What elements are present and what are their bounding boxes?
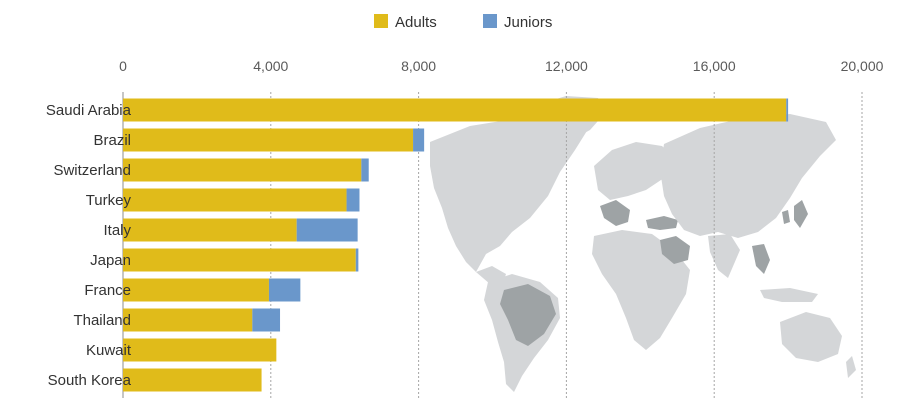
category-label: Japan [90,252,131,269]
bar-adults [123,338,277,362]
western-europe-highlight [600,200,630,226]
category-label: Switzerland [53,162,131,179]
europe-shape [594,142,676,200]
bar-juniors [346,188,360,212]
africa-shape [592,230,690,350]
legend: Adults Juniors [374,14,552,31]
x-tick-label: 12,000 [545,58,588,74]
world-map-background [430,96,856,392]
australia-shape [780,312,842,362]
bar-juniors [296,218,358,242]
bars [123,98,789,392]
x-tick-label: 20,000 [841,58,884,74]
japan-highlight [794,200,808,228]
x-axis-ticks: 0 4,000 8,000 12,000 16,000 20,000 [119,58,884,74]
korea-highlight [782,210,790,224]
bar-juniors [252,308,281,332]
asia-shape [660,114,836,238]
category-label: Kuwait [86,342,132,359]
bar-adults [123,308,253,332]
turkey-highlight [646,216,678,230]
category-label: Italy [103,222,131,239]
bar-adults [123,188,347,212]
bar-juniors [413,128,425,152]
bar-adults [123,98,787,122]
north-america-shape [430,114,590,272]
category-label: Saudi Arabia [46,102,132,119]
bar-adults [123,218,297,242]
indonesia-shape [760,288,818,302]
category-label: South Korea [48,372,132,389]
bar-juniors [268,278,301,302]
legend-swatch [374,14,388,28]
bar-adults [123,278,269,302]
x-tick-label: 8,000 [401,58,436,74]
brazil-highlight [500,284,556,346]
legend-swatch [483,14,497,28]
category-label: Turkey [86,192,132,209]
bar-adults [123,128,414,152]
thailand-highlight [752,244,770,274]
bar-juniors [361,158,369,182]
x-tick-label: 16,000 [693,58,736,74]
new-zealand-shape [846,356,856,378]
bar-adults [123,158,362,182]
category-label: Thailand [73,312,131,329]
bar-adults [123,368,262,392]
category-label: France [84,282,131,299]
category-label: Brazil [93,132,131,149]
x-tick-label: 4,000 [253,58,288,74]
x-tick-label: 0 [119,58,127,74]
bar-juniors [355,248,359,272]
saudi-arabia-highlight [660,236,690,264]
india-shape [708,234,740,278]
legend-label: Juniors [504,14,552,31]
legend-label: Adults [395,14,437,31]
category-labels: Saudi Arabia Brazil Switzerland Turkey Italy… [46,102,132,389]
bar-juniors [786,98,789,122]
bar-adults [123,248,356,272]
